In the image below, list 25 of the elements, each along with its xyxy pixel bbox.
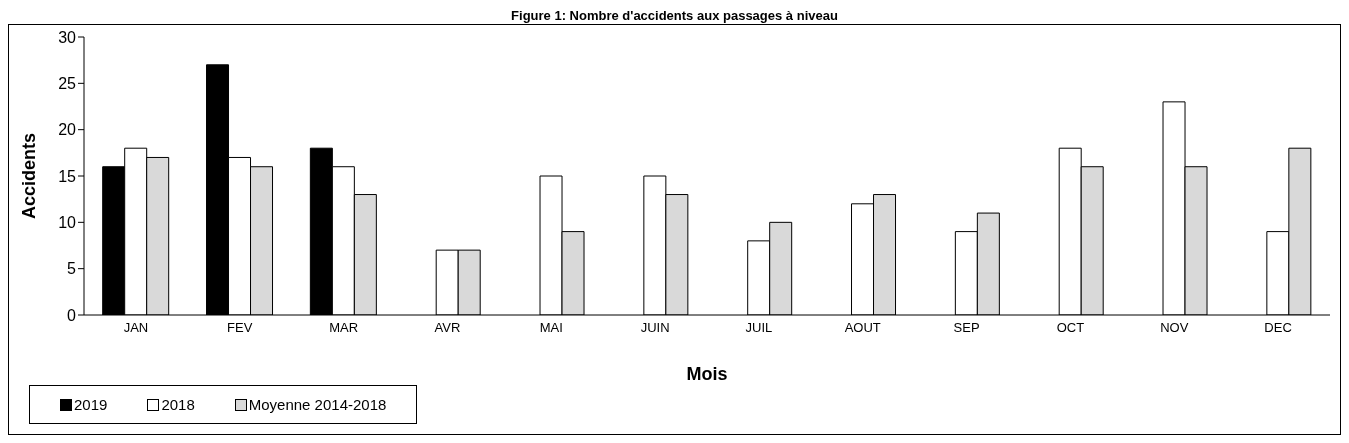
x-tick-label: NOV <box>1160 320 1189 336</box>
y-tick-label: 10 <box>58 214 77 232</box>
legend-label: Moyenne 2014-2018 <box>247 396 387 413</box>
x-tick-label: OCT <box>1056 320 1085 336</box>
legend-label: 2019 <box>73 396 108 413</box>
x-tick-label: FEV <box>227 320 253 336</box>
y-tick-label: 30 <box>58 28 77 46</box>
chart-title: Figure 1: Nombre d'accidents aux passages à niveau <box>510 8 839 24</box>
x-tick-label: AOUT <box>844 320 881 336</box>
y-tick-label: 15 <box>58 167 77 185</box>
x-axis-title: Mois <box>686 364 728 384</box>
legend-label: 2018 <box>160 396 195 413</box>
x-tick-label: DEC <box>1264 320 1292 336</box>
x-tick-label: JUIN <box>640 320 670 336</box>
x-tick-label: JUIL <box>745 320 773 336</box>
x-tick-label: SEP <box>953 320 980 336</box>
x-tick-label: MAR <box>329 320 359 336</box>
y-tick-label: 5 <box>67 260 77 278</box>
y-tick-label: 20 <box>58 121 77 139</box>
x-tick-label: MAI <box>539 320 563 336</box>
y-tick-label: 0 <box>67 306 77 324</box>
y-axis-title: Accidents <box>19 132 40 220</box>
x-tick-label: AVR <box>434 320 461 336</box>
y-tick-label: 25 <box>58 75 77 93</box>
x-tick-label: JAN <box>123 320 149 336</box>
